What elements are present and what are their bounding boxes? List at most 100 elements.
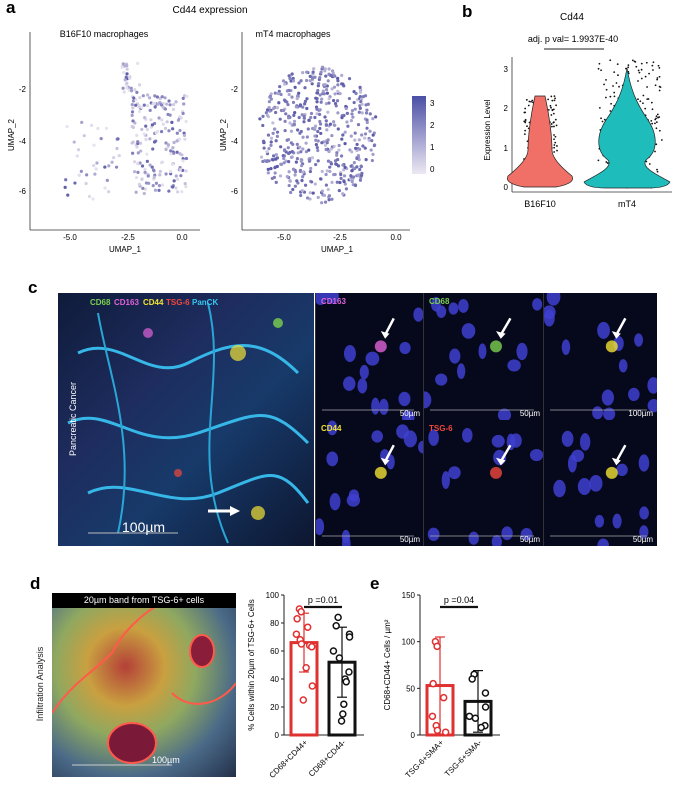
a-left-point [177,137,182,141]
b-dot [651,122,654,125]
data-point [337,717,346,725]
a-right-point [325,169,329,173]
b-dot [550,123,553,125]
b-dot [654,122,656,125]
a-left-point [130,102,134,107]
a-left-point [175,150,179,154]
a-right-point [295,179,299,183]
a-right-point [367,138,371,142]
a-right-point [350,168,354,173]
a-left-point [167,99,171,103]
a-right-point [274,157,278,161]
a-right-point [328,169,332,174]
a-right-point [261,159,265,164]
a-left-point [136,162,140,166]
a-left-point [153,105,157,109]
data-point [465,712,474,721]
b-dot [553,138,555,141]
a-right-point [297,91,301,95]
a-right-point [347,96,352,101]
b-dot [638,71,641,74]
a-right-point [299,164,304,168]
a-right-point [360,111,364,115]
panel-letter-e: e [370,574,380,593]
a-right-point [327,198,331,202]
b-dot [610,102,613,105]
a-right-point [295,157,300,161]
a-right-point [361,144,365,148]
a-right-point [327,101,331,105]
b-dot [655,117,657,120]
a-right-point [261,123,265,128]
b-dot [554,141,557,144]
a-right-point [274,139,278,143]
bar-ytick-label: 100 [266,591,280,600]
a-right-point [341,133,345,137]
a-left-point [128,75,132,79]
a-left-point [142,132,146,136]
a-left-point [87,194,92,199]
panel-d-chart: 0 20 40 60 80 100 % Cells within 20µm of TSG-6… [247,591,364,780]
data-point [335,654,344,662]
a-right-point [300,113,304,117]
a-right-point [353,131,357,135]
a-right-point [291,76,295,81]
a-left-ylabel: UMAP_2 [7,118,16,151]
b-dot [615,82,618,84]
b-dot [550,114,553,116]
a-right-point [269,92,273,96]
a-right-point [301,175,305,179]
b-dot [618,85,620,88]
a-right-point [330,87,334,91]
a-left-point [107,164,111,168]
a-left-point [165,120,169,124]
a-right-point [368,112,372,116]
a-left-point [91,197,95,201]
a-right-point [291,79,296,83]
a-left-point [154,181,159,185]
a-left-point [180,189,184,194]
a-left-point [140,105,144,110]
a-left-point [143,116,147,120]
data-point [342,678,350,686]
a-right-point [335,180,339,184]
b-dot [551,109,554,111]
data-point [340,700,348,708]
a-right-point [288,121,292,125]
a-right-point [310,82,314,86]
a-right-point [358,106,362,110]
a-right-point [264,111,268,115]
a-right-point [285,89,290,93]
a-left-point [143,167,147,171]
b-dot [553,95,556,98]
a-right-point [315,145,319,150]
a-left-point [172,151,176,155]
a-left-point [167,189,171,193]
a-right-point [324,183,329,187]
a-right-point [342,180,346,184]
a-left-point [166,112,170,117]
a-right-point [269,167,273,171]
b-dot [646,86,648,88]
a-right-point [339,172,343,177]
a-left-point [125,86,129,90]
b-dot [652,61,655,64]
a-left-point [137,104,141,108]
a-right-point [327,97,331,101]
a-right-point [371,133,375,137]
b-dot [603,118,606,121]
b-dot [656,168,658,171]
a-right-point [282,161,286,165]
a-left-point [153,188,158,192]
a-left-point [179,174,183,178]
a-left-point [92,163,96,168]
a-right-point [329,147,333,151]
a-left-point [93,172,97,176]
b-dot [523,133,526,136]
a-right-point [308,191,312,195]
data-point [477,723,485,732]
a-right-point [365,126,369,130]
a-right-point [358,90,363,94]
a-right-point [349,119,353,123]
a-left-point [160,183,165,187]
